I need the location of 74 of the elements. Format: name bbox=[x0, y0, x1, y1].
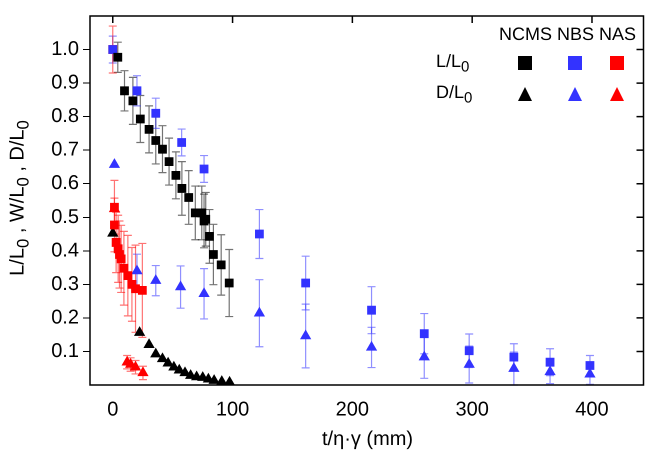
point bbox=[144, 124, 154, 134]
point bbox=[177, 138, 186, 147]
point bbox=[208, 374, 220, 384]
point bbox=[132, 86, 142, 96]
point bbox=[508, 362, 520, 372]
point bbox=[120, 264, 128, 273]
annotation: NBS bbox=[556, 24, 594, 45]
point bbox=[254, 307, 265, 316]
point bbox=[216, 260, 226, 270]
annotation: NAS bbox=[598, 24, 636, 45]
point bbox=[138, 286, 147, 295]
point bbox=[175, 281, 186, 290]
point bbox=[151, 108, 160, 118]
annotation: NCMS bbox=[498, 24, 552, 45]
point bbox=[134, 326, 145, 336]
y-tick-label: 0.9 bbox=[51, 72, 79, 94]
y-tick-label: 0.5 bbox=[51, 206, 79, 228]
y-tick-label: 1.0 bbox=[51, 38, 79, 60]
point bbox=[116, 254, 126, 264]
point bbox=[205, 232, 214, 241]
point bbox=[509, 352, 518, 362]
point bbox=[420, 329, 429, 338]
point bbox=[200, 164, 208, 174]
point bbox=[123, 271, 132, 280]
y-tick-label: 0.2 bbox=[51, 306, 79, 328]
y-tick-label: 0.1 bbox=[51, 340, 79, 362]
point bbox=[464, 358, 474, 368]
point bbox=[157, 352, 168, 362]
point bbox=[158, 144, 167, 154]
x-axis-title: t/η·γ (mm) bbox=[320, 428, 414, 451]
point bbox=[130, 361, 141, 370]
point bbox=[224, 278, 234, 288]
point bbox=[132, 264, 142, 274]
x-tick-label: 100 bbox=[216, 398, 250, 421]
point bbox=[138, 366, 148, 376]
point bbox=[544, 366, 556, 376]
point bbox=[586, 361, 594, 370]
annotation: D/L$_{0}$ bbox=[436, 82, 474, 106]
point bbox=[113, 52, 122, 62]
y-tick-label: 0.3 bbox=[51, 272, 79, 295]
point bbox=[464, 346, 474, 356]
point bbox=[162, 357, 174, 366]
point bbox=[367, 306, 376, 315]
point bbox=[128, 96, 138, 106]
y-tick-label: 0.6 bbox=[51, 172, 79, 194]
point bbox=[172, 170, 180, 180]
point bbox=[418, 351, 430, 360]
point bbox=[546, 358, 554, 367]
point bbox=[120, 86, 129, 96]
point bbox=[198, 288, 210, 298]
point bbox=[136, 114, 145, 124]
point bbox=[150, 348, 162, 358]
point bbox=[150, 274, 162, 284]
point bbox=[164, 157, 174, 166]
point bbox=[366, 341, 377, 351]
point bbox=[301, 278, 310, 288]
x-tick-label: 0 bbox=[107, 398, 118, 421]
point bbox=[209, 250, 218, 259]
y-tick-label: 0.4 bbox=[51, 239, 79, 262]
point bbox=[110, 220, 119, 230]
point bbox=[184, 193, 194, 202]
x-tick-label: 400 bbox=[575, 398, 609, 421]
point bbox=[151, 136, 160, 145]
point bbox=[109, 158, 120, 168]
point bbox=[584, 368, 596, 378]
y-tick-label: 0.7 bbox=[51, 138, 79, 161]
y-tick-label: 0.8 bbox=[51, 105, 79, 128]
x-tick-label: 200 bbox=[336, 398, 370, 421]
annotation: L/L$_{0}$ bbox=[436, 51, 470, 76]
point bbox=[300, 330, 311, 340]
point bbox=[144, 338, 154, 348]
point bbox=[255, 230, 264, 238]
point bbox=[178, 184, 186, 193]
x-tick-label: 300 bbox=[455, 398, 489, 421]
